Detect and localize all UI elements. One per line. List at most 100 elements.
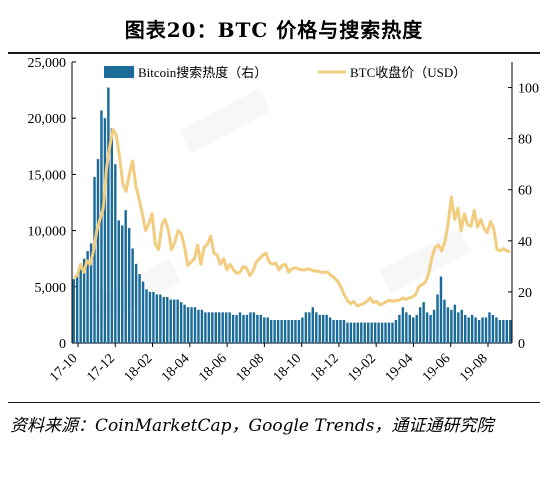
bar	[190, 307, 193, 343]
bar	[204, 312, 207, 343]
x-tick-label: 18-02	[122, 351, 156, 385]
y-right-tick-label: 0	[518, 337, 525, 352]
figure-title-text: 图表20：BTC 价格与搜索热度	[124, 18, 424, 42]
bar	[394, 320, 398, 343]
bar	[207, 312, 211, 343]
bar	[415, 314, 418, 343]
bar	[176, 299, 179, 343]
x-tick-label: 18-10	[271, 351, 305, 385]
bar	[228, 312, 231, 343]
bar	[121, 225, 124, 343]
bar	[100, 110, 103, 343]
bar	[224, 312, 228, 343]
bar	[183, 304, 186, 343]
bar	[491, 314, 495, 343]
bar	[425, 312, 429, 343]
bar	[367, 322, 370, 343]
bar	[179, 302, 183, 343]
bar	[86, 251, 89, 343]
bar	[408, 314, 412, 343]
bar	[477, 320, 481, 343]
bar	[231, 314, 235, 343]
y-right-tick-label: 20	[518, 286, 532, 301]
bar	[453, 304, 457, 343]
bar	[363, 322, 366, 343]
bar	[249, 312, 252, 343]
bar	[467, 317, 470, 343]
y-left-tick-label: 15,000	[28, 168, 67, 183]
bar	[315, 312, 318, 343]
y-left-tick-label: 25,000	[28, 56, 67, 71]
bar	[328, 317, 332, 343]
bar	[332, 320, 335, 343]
bar	[498, 320, 502, 343]
bar	[138, 274, 141, 343]
bar	[245, 314, 249, 343]
bar	[148, 291, 152, 343]
bar	[273, 320, 276, 343]
bar	[432, 309, 436, 343]
bar	[200, 309, 204, 343]
bar	[484, 317, 488, 343]
bar	[436, 294, 439, 343]
bar	[256, 314, 259, 343]
y-right-tick-label: 100	[518, 82, 539, 97]
watermark-1	[379, 228, 471, 294]
bar	[474, 317, 477, 343]
bar	[405, 312, 408, 343]
bar	[242, 314, 245, 343]
bar	[370, 322, 373, 343]
bar	[114, 164, 117, 343]
y-left-tick-label: 5,000	[35, 281, 67, 296]
bar	[263, 317, 266, 343]
figure-title: 图表20：BTC 价格与搜索热度	[0, 6, 548, 54]
legend-bar-label: Bitcoin搜索热度（右）	[138, 65, 267, 80]
y-right-tick-label: 60	[518, 184, 532, 199]
bar	[373, 322, 377, 343]
bar	[356, 322, 360, 343]
bar	[380, 322, 384, 343]
bar	[418, 307, 422, 343]
bar	[429, 314, 432, 343]
watermark-0	[179, 88, 271, 154]
title-rule	[8, 52, 540, 54]
source-rule	[8, 402, 540, 403]
bar	[145, 289, 148, 343]
bar	[235, 314, 238, 343]
bar	[509, 320, 512, 343]
bar	[294, 320, 297, 343]
bar	[96, 159, 100, 343]
bar	[470, 314, 474, 343]
bar	[162, 297, 166, 343]
bar	[259, 314, 263, 343]
bar	[505, 320, 509, 343]
bar	[218, 312, 221, 343]
bar	[221, 312, 224, 343]
bar	[318, 314, 321, 343]
chart: 0 5,000 10,000 15,000 20,000 25,000 0 20 40 60 80 1…	[0, 48, 548, 400]
y-right-tick-label: 40	[518, 235, 532, 250]
x-tick-label: 17-10	[47, 351, 81, 385]
bar	[169, 299, 172, 343]
bar	[308, 312, 311, 343]
bar	[127, 228, 131, 343]
series-line	[73, 127, 511, 308]
bar	[290, 320, 294, 343]
bar	[152, 291, 155, 343]
bar	[502, 320, 505, 343]
bar	[270, 320, 273, 343]
x-tick-label: 18-04	[159, 351, 193, 385]
x-tick-label: 18-06	[196, 351, 230, 385]
bar	[93, 176, 96, 343]
bar	[342, 320, 346, 343]
bar	[214, 312, 217, 343]
bar	[360, 322, 363, 343]
bar	[304, 312, 308, 343]
bar	[107, 87, 110, 343]
x-tick-label: 19-04	[383, 351, 417, 385]
source-note: 资料来源：CoinMarketCap，Google Trends，通证通研究院	[10, 416, 494, 436]
bar	[353, 322, 356, 343]
bar	[155, 294, 159, 343]
x-tick-label: 19-08	[457, 351, 491, 385]
bar	[339, 320, 342, 343]
